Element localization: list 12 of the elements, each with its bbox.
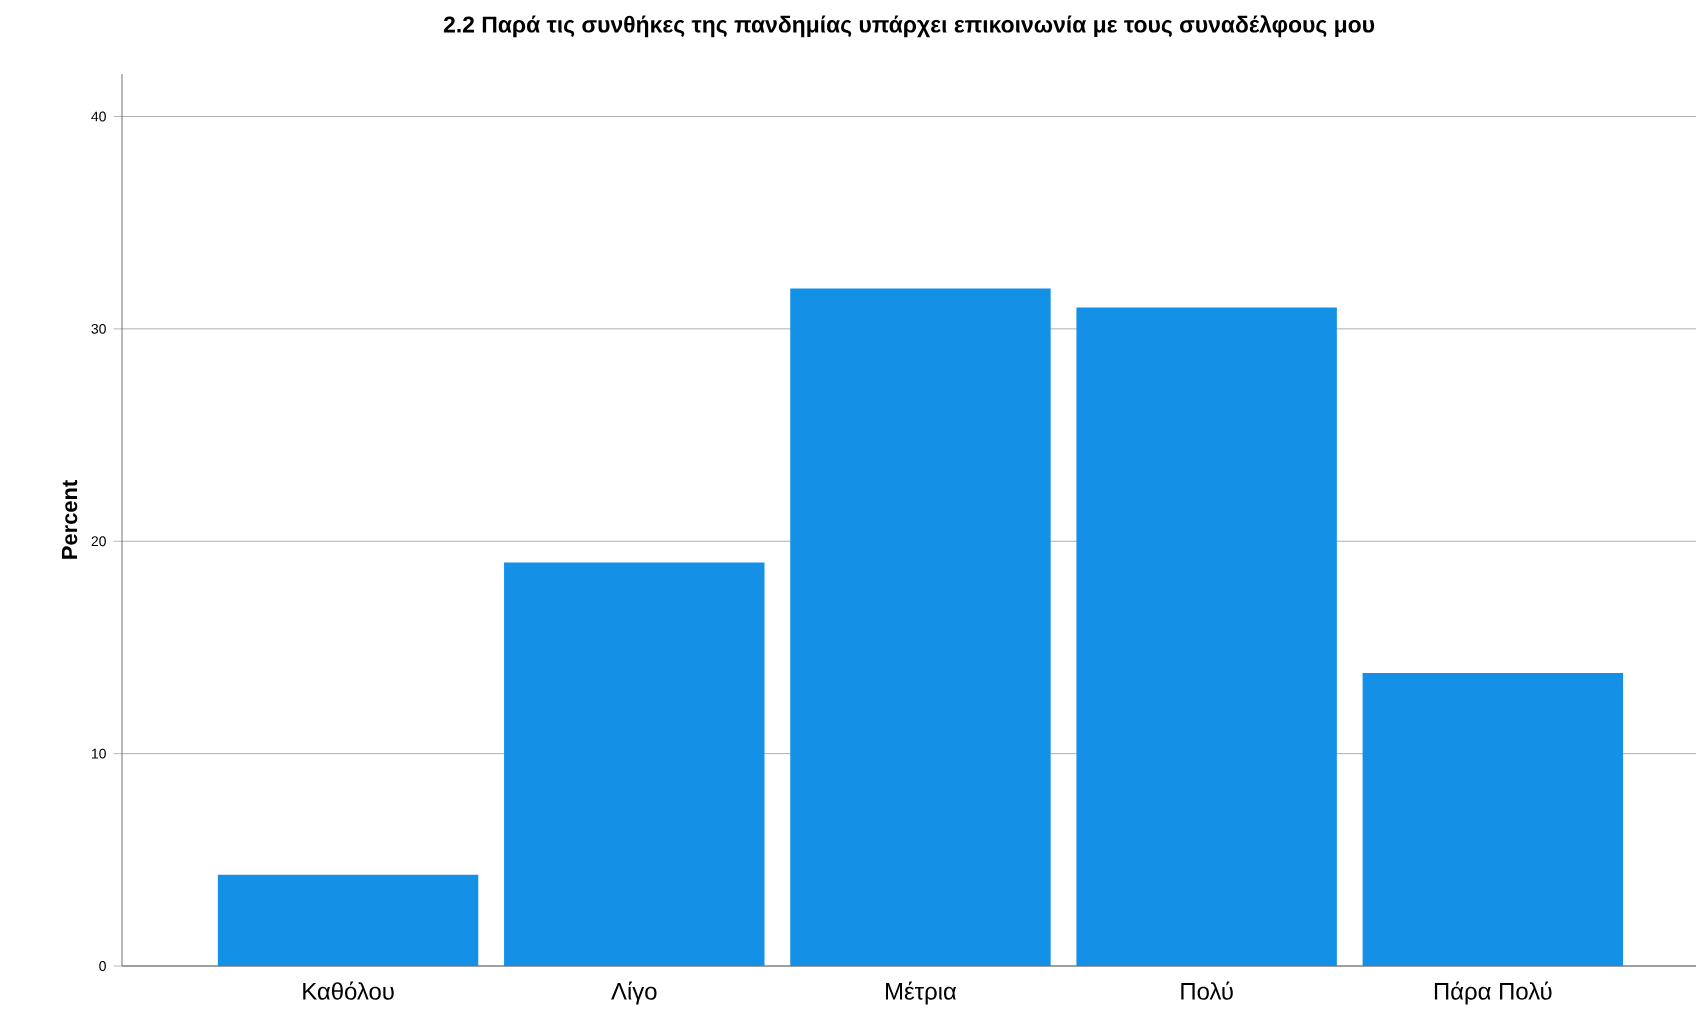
x-tick-label: Πάρα Πολύ: [1434, 981, 1552, 1005]
bar: [790, 288, 1051, 966]
x-tick-label: Λίγο: [611, 981, 657, 1005]
bar: [504, 562, 765, 966]
x-tick-label: Πολύ: [1181, 981, 1233, 1000]
y-axis-title: Percent: [61, 480, 78, 559]
bar: [1362, 672, 1624, 966]
x-tick-label: Μέτρια: [886, 981, 957, 1005]
bar: [217, 874, 479, 966]
x-tick-label: Καθόλου: [303, 981, 394, 1000]
chart-title: 2.2 Παρά τις συνθήκες της πανδημίας υπάρχει επικοινωνία με τους συναδέλφους μου: [443, 15, 1375, 38]
bar: [1076, 307, 1337, 966]
